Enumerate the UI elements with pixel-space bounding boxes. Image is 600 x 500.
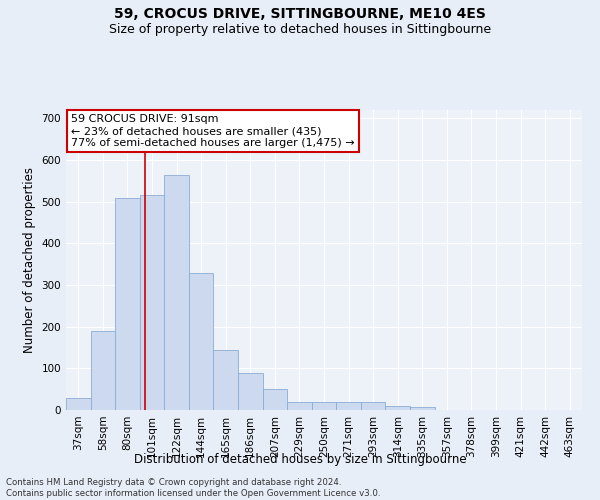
Bar — [287, 402, 312, 410]
Bar — [312, 402, 336, 410]
Text: 59, CROCUS DRIVE, SITTINGBOURNE, ME10 4ES: 59, CROCUS DRIVE, SITTINGBOURNE, ME10 4E… — [114, 8, 486, 22]
Text: 59 CROCUS DRIVE: 91sqm
← 23% of detached houses are smaller (435)
77% of semi-de: 59 CROCUS DRIVE: 91sqm ← 23% of detached… — [71, 114, 355, 148]
Bar — [263, 389, 287, 410]
Bar — [238, 372, 263, 410]
Bar — [115, 198, 140, 410]
Bar — [66, 398, 91, 410]
Text: Size of property relative to detached houses in Sittingbourne: Size of property relative to detached ho… — [109, 22, 491, 36]
Bar — [410, 406, 434, 410]
Bar — [361, 402, 385, 410]
Bar — [189, 272, 214, 410]
Text: Contains HM Land Registry data © Crown copyright and database right 2024.
Contai: Contains HM Land Registry data © Crown c… — [6, 478, 380, 498]
Bar — [214, 350, 238, 410]
Bar — [336, 402, 361, 410]
Bar — [385, 406, 410, 410]
Bar — [140, 196, 164, 410]
Text: Distribution of detached houses by size in Sittingbourne: Distribution of detached houses by size … — [134, 452, 466, 466]
Y-axis label: Number of detached properties: Number of detached properties — [23, 167, 36, 353]
Bar — [164, 174, 189, 410]
Bar — [91, 331, 115, 410]
